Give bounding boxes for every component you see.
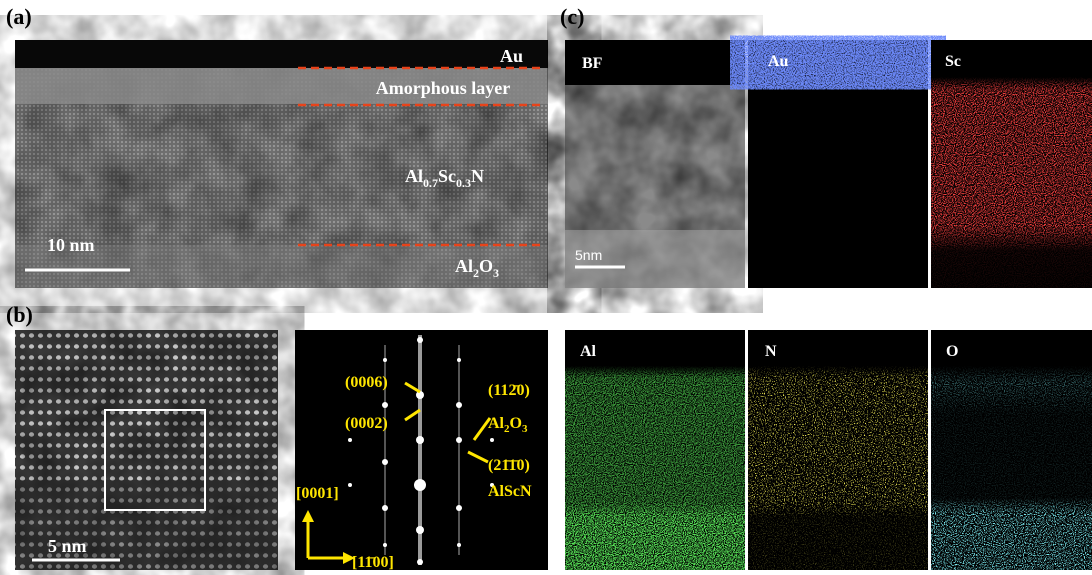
map-label: Al	[580, 343, 597, 360]
axis-label: [11̄00]	[352, 554, 394, 571]
spot-label: (0002)	[345, 415, 388, 432]
layer-label: Amorphous layer	[376, 78, 511, 98]
layer-label: Au	[500, 46, 523, 66]
map-label: Au	[768, 53, 789, 70]
figure: (a) Au Amorphous layer Al0.7Sc0.3N 10 nm…	[0, 0, 1092, 575]
panel-label: (a)	[6, 4, 32, 29]
phase-label: AlScN	[488, 483, 532, 500]
panel-label: (c)	[560, 4, 584, 29]
spot-label: (112̄0)	[488, 382, 530, 399]
panel-label: (b)	[6, 302, 33, 327]
fft-pattern	[295, 330, 548, 570]
scale-label: 5 nm	[48, 536, 87, 556]
scale-label: 5nm	[575, 247, 602, 263]
map-label: Sc	[945, 53, 961, 70]
map-label: N	[765, 343, 777, 360]
map-label: BF	[582, 55, 603, 72]
haadf-image	[15, 330, 278, 570]
spot-label: (0006)	[345, 374, 388, 391]
scale-label: 10 nm	[47, 235, 95, 255]
map-label: O	[946, 343, 958, 360]
axis-label: [0001]	[296, 485, 339, 502]
spot-label: (21̄1̄0)	[488, 457, 530, 474]
